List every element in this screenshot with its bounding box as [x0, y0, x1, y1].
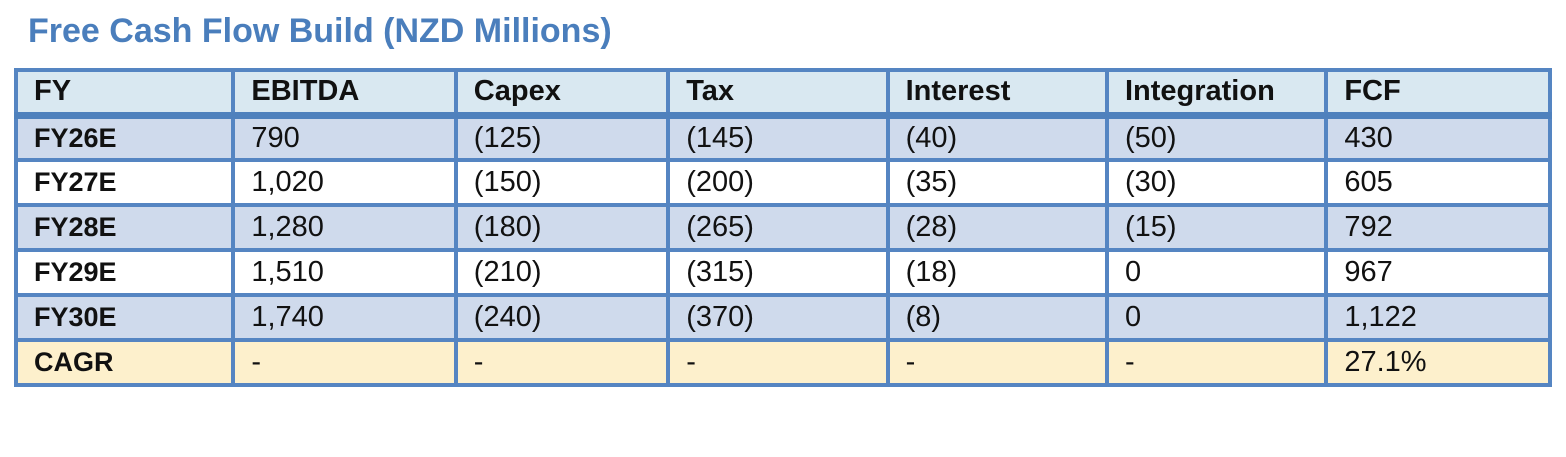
summary-row-cagr: CAGR - - - - - 27.1% — [13, 338, 1552, 387]
cell-integration: 0 — [1104, 293, 1329, 342]
cell-interest: (8) — [885, 293, 1109, 342]
column-header-capex: Capex — [453, 68, 671, 119]
cell-interest: (18) — [885, 248, 1109, 297]
cell-interest: (28) — [885, 203, 1109, 252]
table-row-fy26e: FY26E 790 (125) (145) (40) (50) 430 — [13, 113, 1552, 162]
cell-integration: 0 — [1104, 248, 1329, 297]
fcf-table: FY EBITDA Capex Tax Interest Integration… — [13, 68, 1552, 387]
cell-capex: (240) — [453, 293, 671, 342]
cell-tax-cagr: - — [666, 338, 890, 387]
cell-ebitda-cagr: - — [231, 338, 458, 387]
row-label: FY26E — [13, 113, 236, 162]
row-label: FY27E — [13, 158, 236, 207]
header-row: FY EBITDA Capex Tax Interest Integration… — [13, 68, 1552, 119]
cell-capex: (125) — [453, 113, 671, 162]
cell-capex: (150) — [453, 158, 671, 207]
cell-fcf-cagr: 27.1% — [1324, 338, 1552, 387]
cell-ebitda: 1,020 — [231, 158, 458, 207]
cell-tax: (315) — [666, 248, 890, 297]
cell-ebitda: 790 — [231, 113, 458, 162]
column-header-interest: Interest — [885, 68, 1109, 119]
row-label: CAGR — [13, 338, 236, 387]
cell-tax: (145) — [666, 113, 890, 162]
cell-integration: (50) — [1104, 113, 1329, 162]
cell-ebitda: 1,510 — [231, 248, 458, 297]
cell-interest: (35) — [885, 158, 1109, 207]
cell-interest-cagr: - — [885, 338, 1109, 387]
column-header-integration: Integration — [1104, 68, 1329, 119]
cell-tax: (370) — [666, 293, 890, 342]
cell-fcf: 605 — [1324, 158, 1552, 207]
cell-tax: (200) — [666, 158, 890, 207]
column-header-fcf: FCF — [1324, 68, 1552, 119]
table-row-fy27e: FY27E 1,020 (150) (200) (35) (30) 605 — [13, 158, 1552, 207]
column-header-fy: FY — [13, 68, 236, 119]
row-label: FY28E — [13, 203, 236, 252]
cell-capex-cagr: - — [453, 338, 671, 387]
column-header-ebitda: EBITDA — [231, 68, 458, 119]
cell-integration: (15) — [1104, 203, 1329, 252]
cell-interest: (40) — [885, 113, 1109, 162]
table-row-fy30e: FY30E 1,740 (240) (370) (8) 0 1,122 — [13, 293, 1552, 342]
cell-fcf: 967 — [1324, 248, 1552, 297]
row-label: FY30E — [13, 293, 236, 342]
cell-integration-cagr: - — [1104, 338, 1329, 387]
cell-fcf: 430 — [1324, 113, 1552, 162]
row-label: FY29E — [13, 248, 236, 297]
column-header-tax: Tax — [666, 68, 890, 119]
cell-ebitda: 1,280 — [231, 203, 458, 252]
table-row-fy28e: FY28E 1,280 (180) (265) (28) (15) 792 — [13, 203, 1552, 252]
cell-tax: (265) — [666, 203, 890, 252]
cell-fcf: 792 — [1324, 203, 1552, 252]
cell-ebitda: 1,740 — [231, 293, 458, 342]
table-row-fy29e: FY29E 1,510 (210) (315) (18) 0 967 — [13, 248, 1552, 297]
cell-integration: (30) — [1104, 158, 1329, 207]
cell-capex: (210) — [453, 248, 671, 297]
cell-fcf: 1,122 — [1324, 293, 1552, 342]
page-title: Free Cash Flow Build (NZD Millions) — [28, 12, 612, 50]
cell-capex: (180) — [453, 203, 671, 252]
